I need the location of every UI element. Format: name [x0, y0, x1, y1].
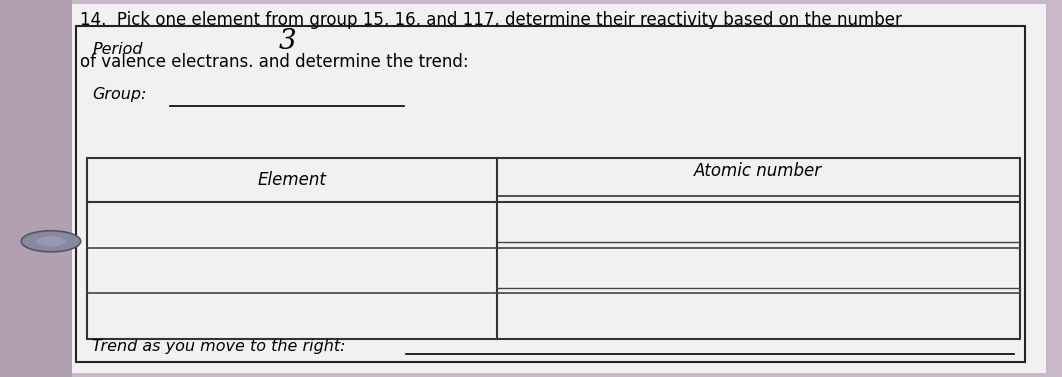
Text: 14.  Pick one element from group 15, 16, and 117, determine their reactivity bas: 14. Pick one element from group 15, 16, …: [80, 11, 902, 29]
Circle shape: [36, 236, 66, 247]
Circle shape: [21, 231, 81, 252]
FancyBboxPatch shape: [11, 4, 1046, 373]
FancyBboxPatch shape: [87, 158, 1020, 339]
Text: Element: Element: [258, 171, 327, 189]
FancyBboxPatch shape: [0, 0, 72, 377]
Text: Period: Period: [92, 41, 143, 57]
Text: of valence electrans. and determine the trend:: of valence electrans. and determine the …: [80, 53, 468, 71]
FancyBboxPatch shape: [76, 26, 1025, 362]
Text: Atomic number: Atomic number: [695, 162, 822, 179]
Text: Group:: Group:: [92, 87, 147, 102]
Text: Trend as you move to the right:: Trend as you move to the right:: [92, 339, 346, 354]
Text: 3: 3: [278, 28, 296, 55]
